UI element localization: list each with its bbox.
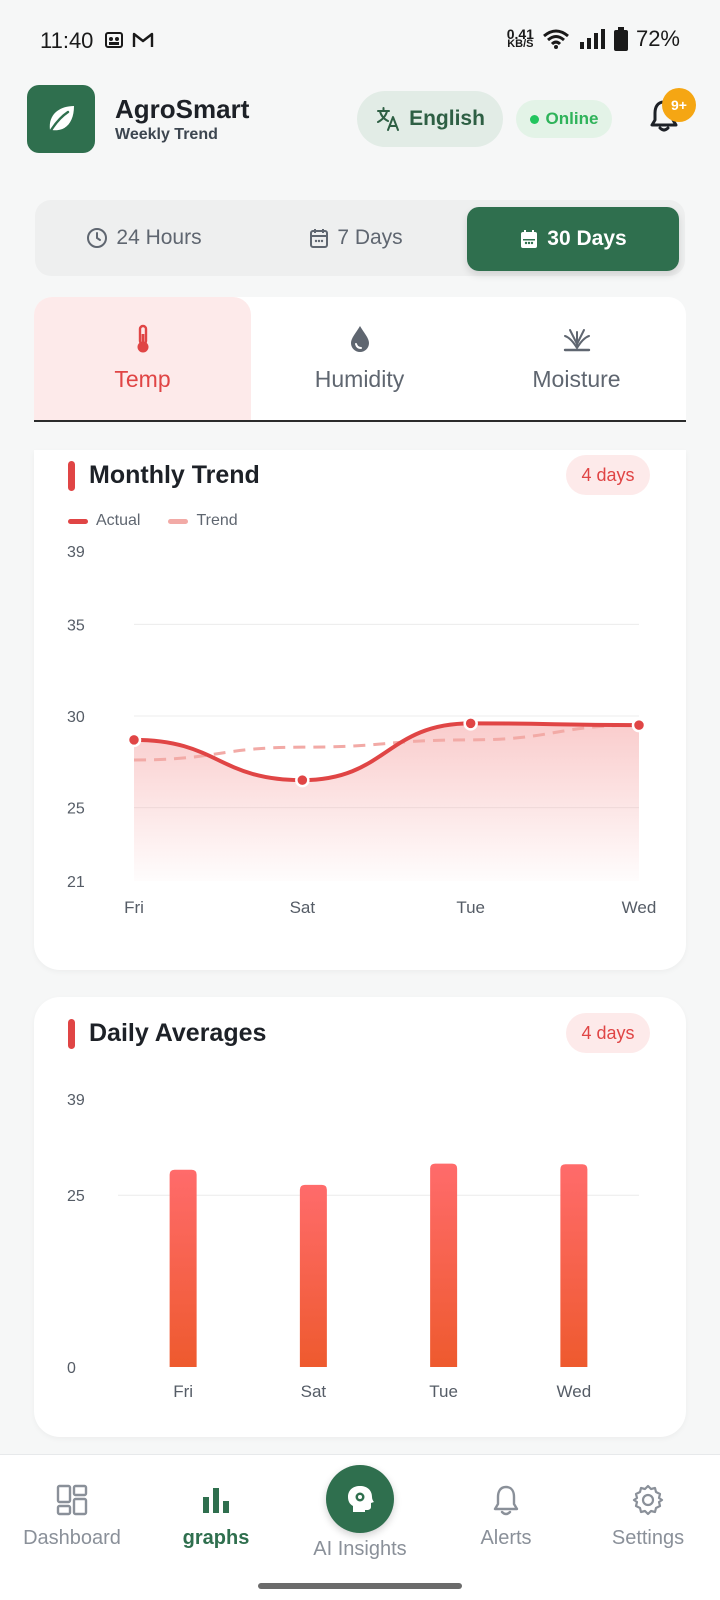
days-badge: 4 days	[566, 455, 650, 495]
x-tick-label: Sat	[290, 898, 316, 917]
app-header: AgroSmart Weekly Trend English Online 9+	[0, 82, 720, 182]
y-tick-label: 39	[67, 544, 85, 561]
y-tick-label: 30	[67, 709, 85, 726]
tab-temp[interactable]: Temp	[34, 297, 251, 420]
leaf-icon	[48, 106, 74, 134]
range-tab-label: 7 Days	[337, 226, 403, 249]
app-subtitle: Weekly Trend	[115, 126, 218, 143]
signal-icon	[579, 29, 605, 49]
x-tick-label: Fri	[173, 1382, 193, 1401]
bar-fri	[169, 1169, 197, 1367]
online-label: Online	[545, 109, 599, 128]
y-tick-label: 35	[67, 617, 85, 634]
y-tick-label: 25	[67, 801, 85, 818]
nav-dashboard[interactable]: Dashboard	[2, 1483, 142, 1550]
bell-icon	[493, 1485, 519, 1516]
network-speed: 0.41 KB/S	[506, 26, 534, 50]
app-title: AgroSmart	[115, 94, 250, 124]
tab-label: Moisture	[532, 366, 621, 392]
translate-icon	[377, 107, 400, 131]
nav-label: graphs	[182, 1527, 250, 1549]
status-time: 11:40	[40, 28, 94, 53]
x-tick-label: Wed	[622, 898, 657, 917]
online-dot-icon	[529, 114, 539, 124]
bar-chart-icon	[203, 1488, 229, 1513]
language-label: English	[409, 107, 485, 130]
x-tick-label: Fri	[124, 898, 144, 917]
bar-sat	[299, 1184, 327, 1367]
battery-icon	[613, 27, 628, 51]
notifications-button[interactable]: 9+	[648, 88, 696, 142]
online-status-badge: Online	[516, 100, 612, 138]
sprout-icon	[563, 329, 590, 352]
area-fill-actual	[134, 723, 639, 881]
data-point-actual	[463, 716, 478, 731]
y-tick-label: 21	[67, 874, 85, 891]
daily-averages-chart: 0 25 39 Fri Sat Tue Wed	[67, 1092, 639, 1401]
range-tab-label: 24 Hours	[116, 226, 202, 249]
wifi-icon	[542, 29, 569, 49]
x-tick-label: Tue	[429, 1382, 458, 1401]
teams-notification-icon	[105, 32, 123, 48]
thermometer-icon	[137, 324, 148, 353]
clock-icon	[87, 228, 108, 248]
nav-ai-insights[interactable]	[326, 1465, 394, 1533]
bottom-navigation: Dashboard graphs AI Insights Alerts Sett…	[0, 1454, 720, 1600]
x-tick-label: Tue	[456, 898, 485, 917]
bar-wed	[560, 1164, 588, 1367]
notification-count-badge: 9+	[662, 88, 696, 122]
dashboard-icon	[56, 1484, 88, 1516]
nav-label: Alerts	[480, 1527, 532, 1549]
gear-icon	[632, 1484, 664, 1516]
home-indicator[interactable]	[258, 1583, 462, 1589]
data-point-actual	[631, 717, 647, 733]
calendar-icon	[521, 230, 538, 248]
card-accent-bar	[68, 461, 75, 491]
legend-item-trend: Trend	[168, 512, 238, 530]
x-tick-label: Sat	[301, 1382, 327, 1401]
monthly-trend-card: Monthly Trend 4 days Actual Trend 21 25 30…	[34, 450, 686, 970]
chart-legend: Actual Trend	[68, 512, 238, 530]
tab-label: Humidity	[314, 366, 405, 392]
data-point-actual	[126, 732, 142, 748]
range-tab-label: 30 Days	[547, 227, 627, 250]
days-badge: 4 days	[566, 1013, 650, 1053]
time-range-selector: 24 Hours 7 Days 30 Days	[35, 200, 685, 276]
range-tab-30-days[interactable]: 30 Days	[467, 207, 679, 271]
range-tab-7-days[interactable]: 7 Days	[253, 200, 459, 276]
calendar-icon	[310, 229, 329, 248]
card-accent-bar	[68, 1019, 75, 1049]
bar-tue	[430, 1163, 458, 1367]
metric-tabs: Temp Humidity Moisture	[34, 297, 686, 422]
card-title: Daily Averages	[89, 1019, 267, 1047]
y-tick-label: 25	[67, 1188, 85, 1205]
gmail-icon	[132, 32, 154, 47]
ai-brain-icon	[348, 1486, 374, 1512]
nav-graphs[interactable]: graphs	[146, 1483, 286, 1550]
nav-settings[interactable]: Settings	[578, 1483, 718, 1550]
legend-item-actual: Actual	[68, 512, 140, 530]
data-point-actual	[295, 772, 310, 788]
tab-label: Temp	[114, 366, 171, 392]
language-button[interactable]: English	[357, 91, 503, 147]
daily-averages-card: Daily Averages 4 days 0 25 39 Fri Sat Tue Wed	[34, 997, 686, 1437]
nav-label: Settings	[611, 1527, 685, 1549]
droplet-icon	[350, 326, 369, 352]
range-tab-24-hours[interactable]: 24 Hours	[35, 200, 253, 276]
nav-label-ai-insights: AI Insights	[313, 1538, 407, 1560]
series-line-actual	[133, 721, 640, 783]
monthly-trend-chart: 21 25 30 35 39 Fri Sat Tue Wed	[67, 544, 657, 917]
nav-label: Dashboard	[23, 1527, 121, 1549]
battery-percent: 72%	[635, 26, 680, 51]
x-tick-label: Wed	[557, 1382, 592, 1401]
nav-alerts[interactable]: Alerts	[436, 1483, 576, 1550]
card-title: Monthly Trend	[89, 461, 260, 489]
y-tick-label: 39	[67, 1092, 85, 1109]
y-tick-label: 0	[67, 1360, 76, 1377]
tab-humidity[interactable]: Humidity	[251, 297, 468, 420]
status-bar: 11:40 0.41 KB/S 72%	[0, 0, 720, 82]
tab-moisture[interactable]: Moisture	[468, 297, 685, 420]
app-logo	[27, 85, 95, 153]
series-line-trend	[133, 723, 640, 762]
